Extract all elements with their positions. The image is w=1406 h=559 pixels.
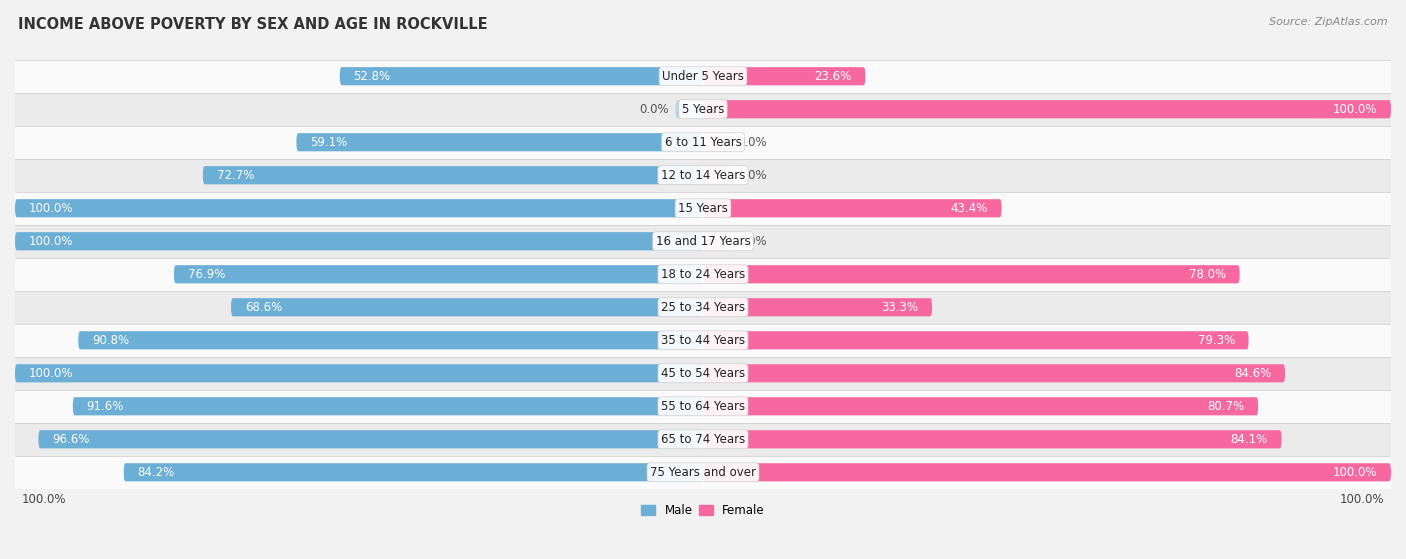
Text: 0.0%: 0.0% [737, 136, 768, 149]
Text: 79.3%: 79.3% [1198, 334, 1234, 347]
Text: 72.7%: 72.7% [217, 169, 254, 182]
FancyBboxPatch shape [15, 232, 703, 250]
Text: 6 to 11 Years: 6 to 11 Years [665, 136, 741, 149]
Text: 76.9%: 76.9% [187, 268, 225, 281]
FancyBboxPatch shape [703, 199, 1001, 217]
FancyBboxPatch shape [703, 430, 1282, 448]
Text: 16 and 17 Years: 16 and 17 Years [655, 235, 751, 248]
Text: 90.8%: 90.8% [91, 334, 129, 347]
Text: 59.1%: 59.1% [311, 136, 347, 149]
FancyBboxPatch shape [703, 298, 932, 316]
FancyBboxPatch shape [703, 364, 1285, 382]
Text: 12 to 14 Years: 12 to 14 Years [661, 169, 745, 182]
FancyBboxPatch shape [675, 100, 703, 119]
Text: 100.0%: 100.0% [1333, 103, 1378, 116]
Text: 96.6%: 96.6% [52, 433, 90, 446]
Bar [15, 324, 1391, 357]
FancyBboxPatch shape [231, 298, 703, 316]
Text: 0.0%: 0.0% [638, 103, 669, 116]
Bar [15, 60, 1391, 93]
Bar [15, 423, 1391, 456]
Text: 0.0%: 0.0% [737, 235, 768, 248]
Text: 15 Years: 15 Years [678, 202, 728, 215]
FancyBboxPatch shape [15, 199, 703, 217]
Text: 5 Years: 5 Years [682, 103, 724, 116]
Bar [15, 390, 1391, 423]
FancyBboxPatch shape [174, 265, 703, 283]
Bar [15, 126, 1391, 159]
FancyBboxPatch shape [297, 133, 703, 151]
Text: 18 to 24 Years: 18 to 24 Years [661, 268, 745, 281]
FancyBboxPatch shape [703, 232, 731, 250]
Text: 43.4%: 43.4% [950, 202, 988, 215]
Text: 35 to 44 Years: 35 to 44 Years [661, 334, 745, 347]
Bar [15, 192, 1391, 225]
Text: INCOME ABOVE POVERTY BY SEX AND AGE IN ROCKVILLE: INCOME ABOVE POVERTY BY SEX AND AGE IN R… [18, 17, 488, 32]
Text: 100.0%: 100.0% [28, 202, 73, 215]
FancyBboxPatch shape [703, 331, 1249, 349]
FancyBboxPatch shape [38, 430, 703, 448]
Bar [15, 159, 1391, 192]
FancyBboxPatch shape [703, 397, 1258, 415]
FancyBboxPatch shape [340, 67, 703, 86]
Text: 84.1%: 84.1% [1230, 433, 1268, 446]
Text: 25 to 34 Years: 25 to 34 Years [661, 301, 745, 314]
FancyBboxPatch shape [124, 463, 703, 481]
FancyBboxPatch shape [703, 166, 731, 184]
FancyBboxPatch shape [703, 463, 1391, 481]
FancyBboxPatch shape [703, 100, 1391, 119]
FancyBboxPatch shape [703, 67, 865, 86]
Text: 0.0%: 0.0% [737, 169, 768, 182]
Text: 45 to 54 Years: 45 to 54 Years [661, 367, 745, 380]
Text: 65 to 74 Years: 65 to 74 Years [661, 433, 745, 446]
Bar [15, 291, 1391, 324]
Bar [15, 225, 1391, 258]
Text: 78.0%: 78.0% [1188, 268, 1226, 281]
Text: 91.6%: 91.6% [87, 400, 124, 413]
Text: 75 Years and over: 75 Years and over [650, 466, 756, 479]
Text: 100.0%: 100.0% [28, 367, 73, 380]
FancyBboxPatch shape [703, 133, 731, 151]
Text: 80.7%: 80.7% [1208, 400, 1244, 413]
Bar [15, 93, 1391, 126]
Text: Under 5 Years: Under 5 Years [662, 70, 744, 83]
Text: 23.6%: 23.6% [814, 70, 852, 83]
Text: 100.0%: 100.0% [1333, 466, 1378, 479]
Text: 84.6%: 84.6% [1234, 367, 1271, 380]
FancyBboxPatch shape [73, 397, 703, 415]
Text: 100.0%: 100.0% [28, 235, 73, 248]
FancyBboxPatch shape [15, 364, 703, 382]
Text: 100.0%: 100.0% [1340, 493, 1384, 506]
Legend: Male, Female: Male, Female [637, 499, 769, 522]
Text: Source: ZipAtlas.com: Source: ZipAtlas.com [1270, 17, 1388, 27]
Bar [15, 258, 1391, 291]
Text: 52.8%: 52.8% [353, 70, 391, 83]
Text: 84.2%: 84.2% [138, 466, 174, 479]
Text: 33.3%: 33.3% [882, 301, 918, 314]
FancyBboxPatch shape [79, 331, 703, 349]
Text: 100.0%: 100.0% [22, 493, 66, 506]
FancyBboxPatch shape [703, 265, 1240, 283]
Text: 55 to 64 Years: 55 to 64 Years [661, 400, 745, 413]
Bar [15, 456, 1391, 489]
Bar [15, 357, 1391, 390]
Text: 68.6%: 68.6% [245, 301, 283, 314]
FancyBboxPatch shape [202, 166, 703, 184]
